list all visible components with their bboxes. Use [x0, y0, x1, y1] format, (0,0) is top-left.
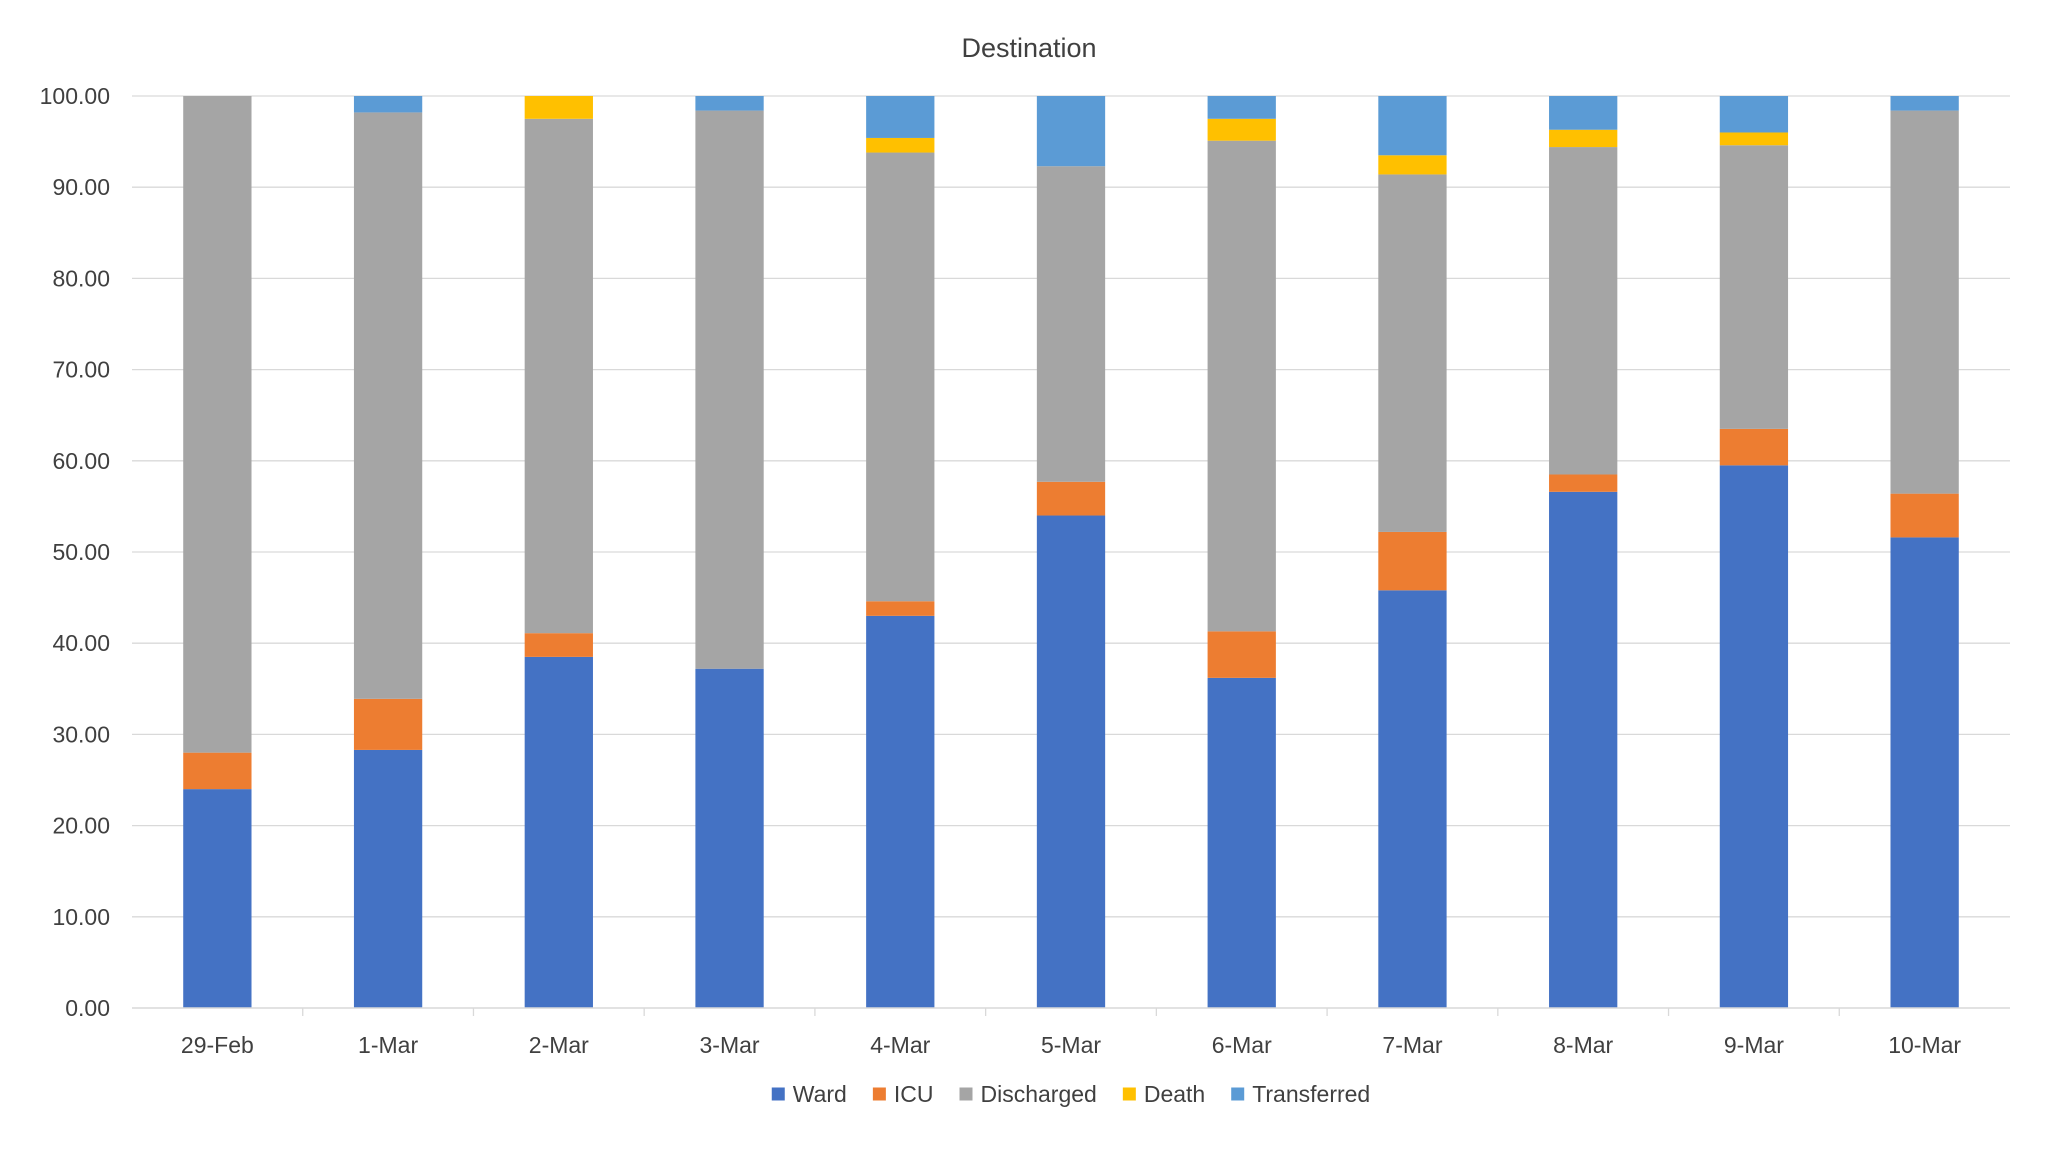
bar-icu-8-mar	[1549, 474, 1618, 492]
bar-transferred-6-mar	[1207, 96, 1276, 119]
y-tick-label: 50.00	[52, 539, 110, 565]
bar-ward-7-mar	[1378, 590, 1447, 1008]
x-tick-label: 1-Mar	[358, 1032, 418, 1058]
bar-transferred-10-mar	[1890, 96, 1959, 111]
legend-swatch-transferred	[1231, 1087, 1245, 1101]
bar-death-2-mar	[524, 96, 593, 119]
x-tick-label: 5-Mar	[1041, 1032, 1101, 1058]
x-tick-label: 29-Feb	[181, 1032, 254, 1058]
bar-death-9-mar	[1719, 132, 1789, 146]
bar-transferred-3-mar	[695, 96, 764, 111]
x-tick-label: 3-Mar	[700, 1032, 760, 1058]
y-tick-label: 60.00	[52, 448, 110, 474]
legend-label-icu: ICU	[894, 1081, 934, 1107]
bar-discharged-7-mar	[1378, 174, 1447, 532]
y-tick-label: 40.00	[52, 630, 110, 656]
bars	[183, 96, 1959, 1009]
legend-swatch-death	[1122, 1087, 1136, 1101]
x-tick-label: 9-Mar	[1724, 1032, 1784, 1058]
bar-icu-6-mar	[1207, 631, 1276, 678]
bar-icu-2-mar	[524, 633, 593, 657]
x-tick-label: 7-Mar	[1382, 1032, 1442, 1058]
bar-icu-7-mar	[1378, 531, 1447, 591]
x-tick-label: 4-Mar	[870, 1032, 930, 1058]
bar-discharged-8-mar	[1549, 147, 1618, 475]
bar-ward-4-mar	[866, 615, 935, 1008]
legend-label-transferred: Transferred	[1252, 1081, 1370, 1107]
bar-transferred-1-mar	[353, 96, 423, 113]
y-tick-label: 100.00	[40, 83, 110, 109]
bar-discharged-6-mar	[1207, 140, 1276, 632]
bar-ward-6-mar	[1207, 677, 1276, 1008]
bar-death-6-mar	[1207, 118, 1276, 141]
bar-icu-9-mar	[1719, 428, 1789, 466]
bar-discharged-2-mar	[524, 118, 593, 634]
bar-ward-10-mar	[1890, 537, 1959, 1008]
bar-icu-10-mar	[1890, 493, 1959, 538]
legend-label-discharged: Discharged	[980, 1081, 1096, 1107]
y-tick-label: 20.00	[52, 813, 110, 839]
x-tick-label: 8-Mar	[1553, 1032, 1613, 1058]
bar-discharged-3-mar	[695, 110, 764, 669]
bar-icu-4-mar	[866, 601, 935, 616]
bar-discharged-5-mar	[1036, 166, 1106, 482]
legend-swatch-ward	[771, 1087, 785, 1101]
bar-icu-29-feb	[183, 752, 252, 790]
bar-ward-29-feb	[183, 789, 252, 1008]
bar-ward-8-mar	[1549, 491, 1618, 1009]
bar-ward-5-mar	[1036, 515, 1106, 1008]
y-tick-label: 0.00	[65, 995, 110, 1021]
bar-transferred-4-mar	[866, 96, 935, 138]
x-tick-label: 6-Mar	[1212, 1032, 1272, 1058]
legend-label-death: Death	[1144, 1081, 1205, 1107]
y-tick-label: 70.00	[52, 357, 110, 383]
bar-transferred-7-mar	[1378, 96, 1447, 156]
y-axis-ticks: 0.00 10.00 20.00 30.00 40.00 50.00 60.00 70.00 8…	[40, 83, 110, 1021]
bar-ward-2-mar	[524, 656, 593, 1008]
bar-ward-1-mar	[353, 749, 423, 1008]
bar-ward-9-mar	[1719, 465, 1789, 1008]
bar-discharged-9-mar	[1719, 145, 1789, 429]
bar-discharged-10-mar	[1890, 110, 1959, 494]
legend: Ward ICU Discharged Death Transferred	[771, 1081, 1370, 1107]
chart-title: Destination	[961, 33, 1096, 63]
x-tick-label: 2-Mar	[529, 1032, 589, 1058]
legend-swatch-discharged	[959, 1087, 973, 1101]
y-tick-label: 10.00	[52, 904, 110, 930]
bar-discharged-1-mar	[353, 112, 423, 699]
bar-death-8-mar	[1549, 129, 1618, 148]
x-tick-label: 10-Mar	[1888, 1032, 1961, 1058]
bar-transferred-5-mar	[1036, 96, 1106, 167]
y-tick-label: 30.00	[52, 721, 110, 747]
y-tick-label: 90.00	[52, 174, 110, 200]
bar-death-7-mar	[1378, 155, 1447, 175]
legend-swatch-icu	[872, 1087, 886, 1101]
bar-discharged-4-mar	[866, 152, 935, 602]
y-tick-label: 80.00	[52, 265, 110, 291]
bar-transferred-8-mar	[1549, 96, 1618, 130]
bar-discharged-29-feb	[183, 96, 252, 753]
bar-death-4-mar	[866, 137, 935, 153]
legend-label-ward: Ward	[793, 1081, 847, 1107]
bar-icu-1-mar	[353, 698, 423, 750]
bar-icu-5-mar	[1036, 481, 1106, 516]
bar-transferred-9-mar	[1719, 96, 1789, 133]
x-axis-ticks: 29-Feb 1-Mar 2-Mar 3-Mar 4-Mar 5-Mar 6-Mar 7-Ma…	[181, 1008, 1961, 1058]
bar-ward-3-mar	[695, 668, 764, 1008]
